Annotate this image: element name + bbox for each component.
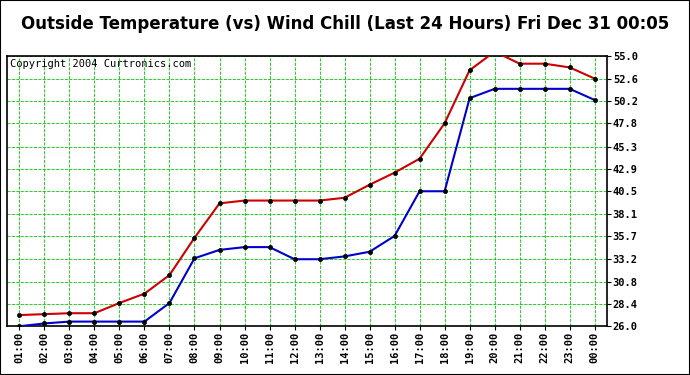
Text: Copyright 2004 Curtronics.com: Copyright 2004 Curtronics.com <box>10 59 191 69</box>
Text: Outside Temperature (vs) Wind Chill (Last 24 Hours) Fri Dec 31 00:05: Outside Temperature (vs) Wind Chill (Las… <box>21 15 669 33</box>
